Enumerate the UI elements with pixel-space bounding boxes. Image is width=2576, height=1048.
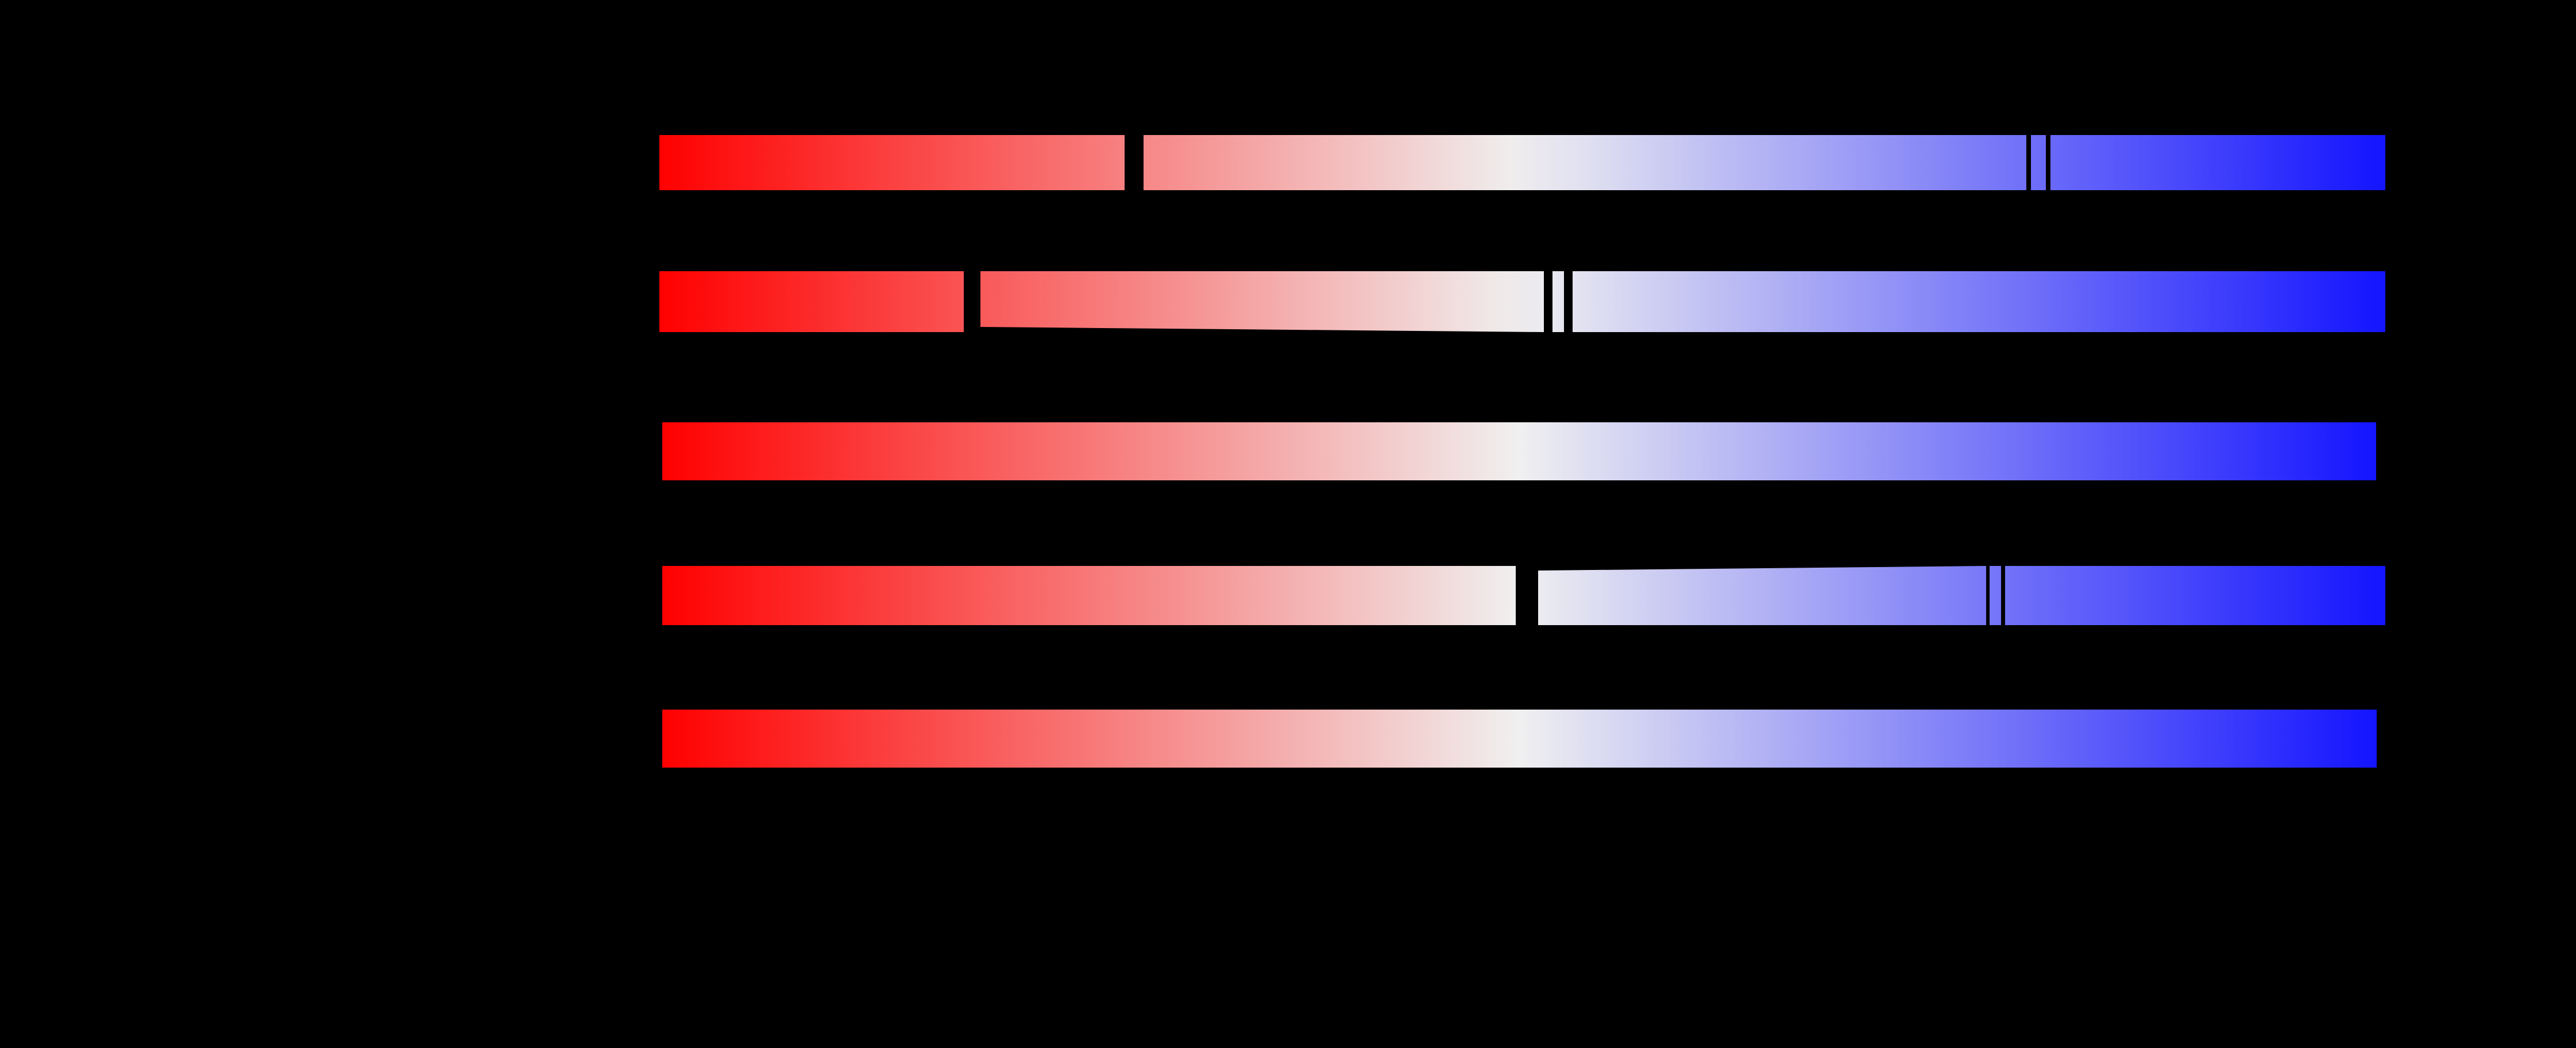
colorbar-row-4-segment-a	[662, 566, 1516, 625]
colorbar-row-1-segment-d	[2050, 135, 2385, 190]
colorbar-row-1-segment-c	[2031, 135, 2046, 190]
colorbar-row-1-segment-a	[659, 135, 1125, 190]
colorbar-row-4	[0, 566, 2576, 625]
colorbar-row-2-segment-b	[980, 271, 1544, 332]
colorbar-row-2-segment-a	[659, 271, 964, 332]
colorbar-row-2-segment-c	[1552, 271, 1564, 332]
colorbar-row-3-segment-full	[662, 422, 2376, 480]
colorbar-row-1-segment-b	[1144, 135, 2026, 190]
colorbar-row-5-segment-full	[662, 710, 2377, 768]
colorbar-row-4-segment-c	[1990, 566, 2001, 625]
colorbar-row-4-segment-b	[1538, 566, 1986, 625]
colorbar-row-3	[0, 422, 2576, 480]
colorbar-row-2-segment-d	[1573, 271, 2385, 332]
colorbar-row-4-segment-d	[2005, 566, 2385, 625]
colorbar-row-5	[0, 710, 2576, 768]
colorbar-row-2	[0, 271, 2576, 332]
colorbar-row-1	[0, 135, 2576, 190]
